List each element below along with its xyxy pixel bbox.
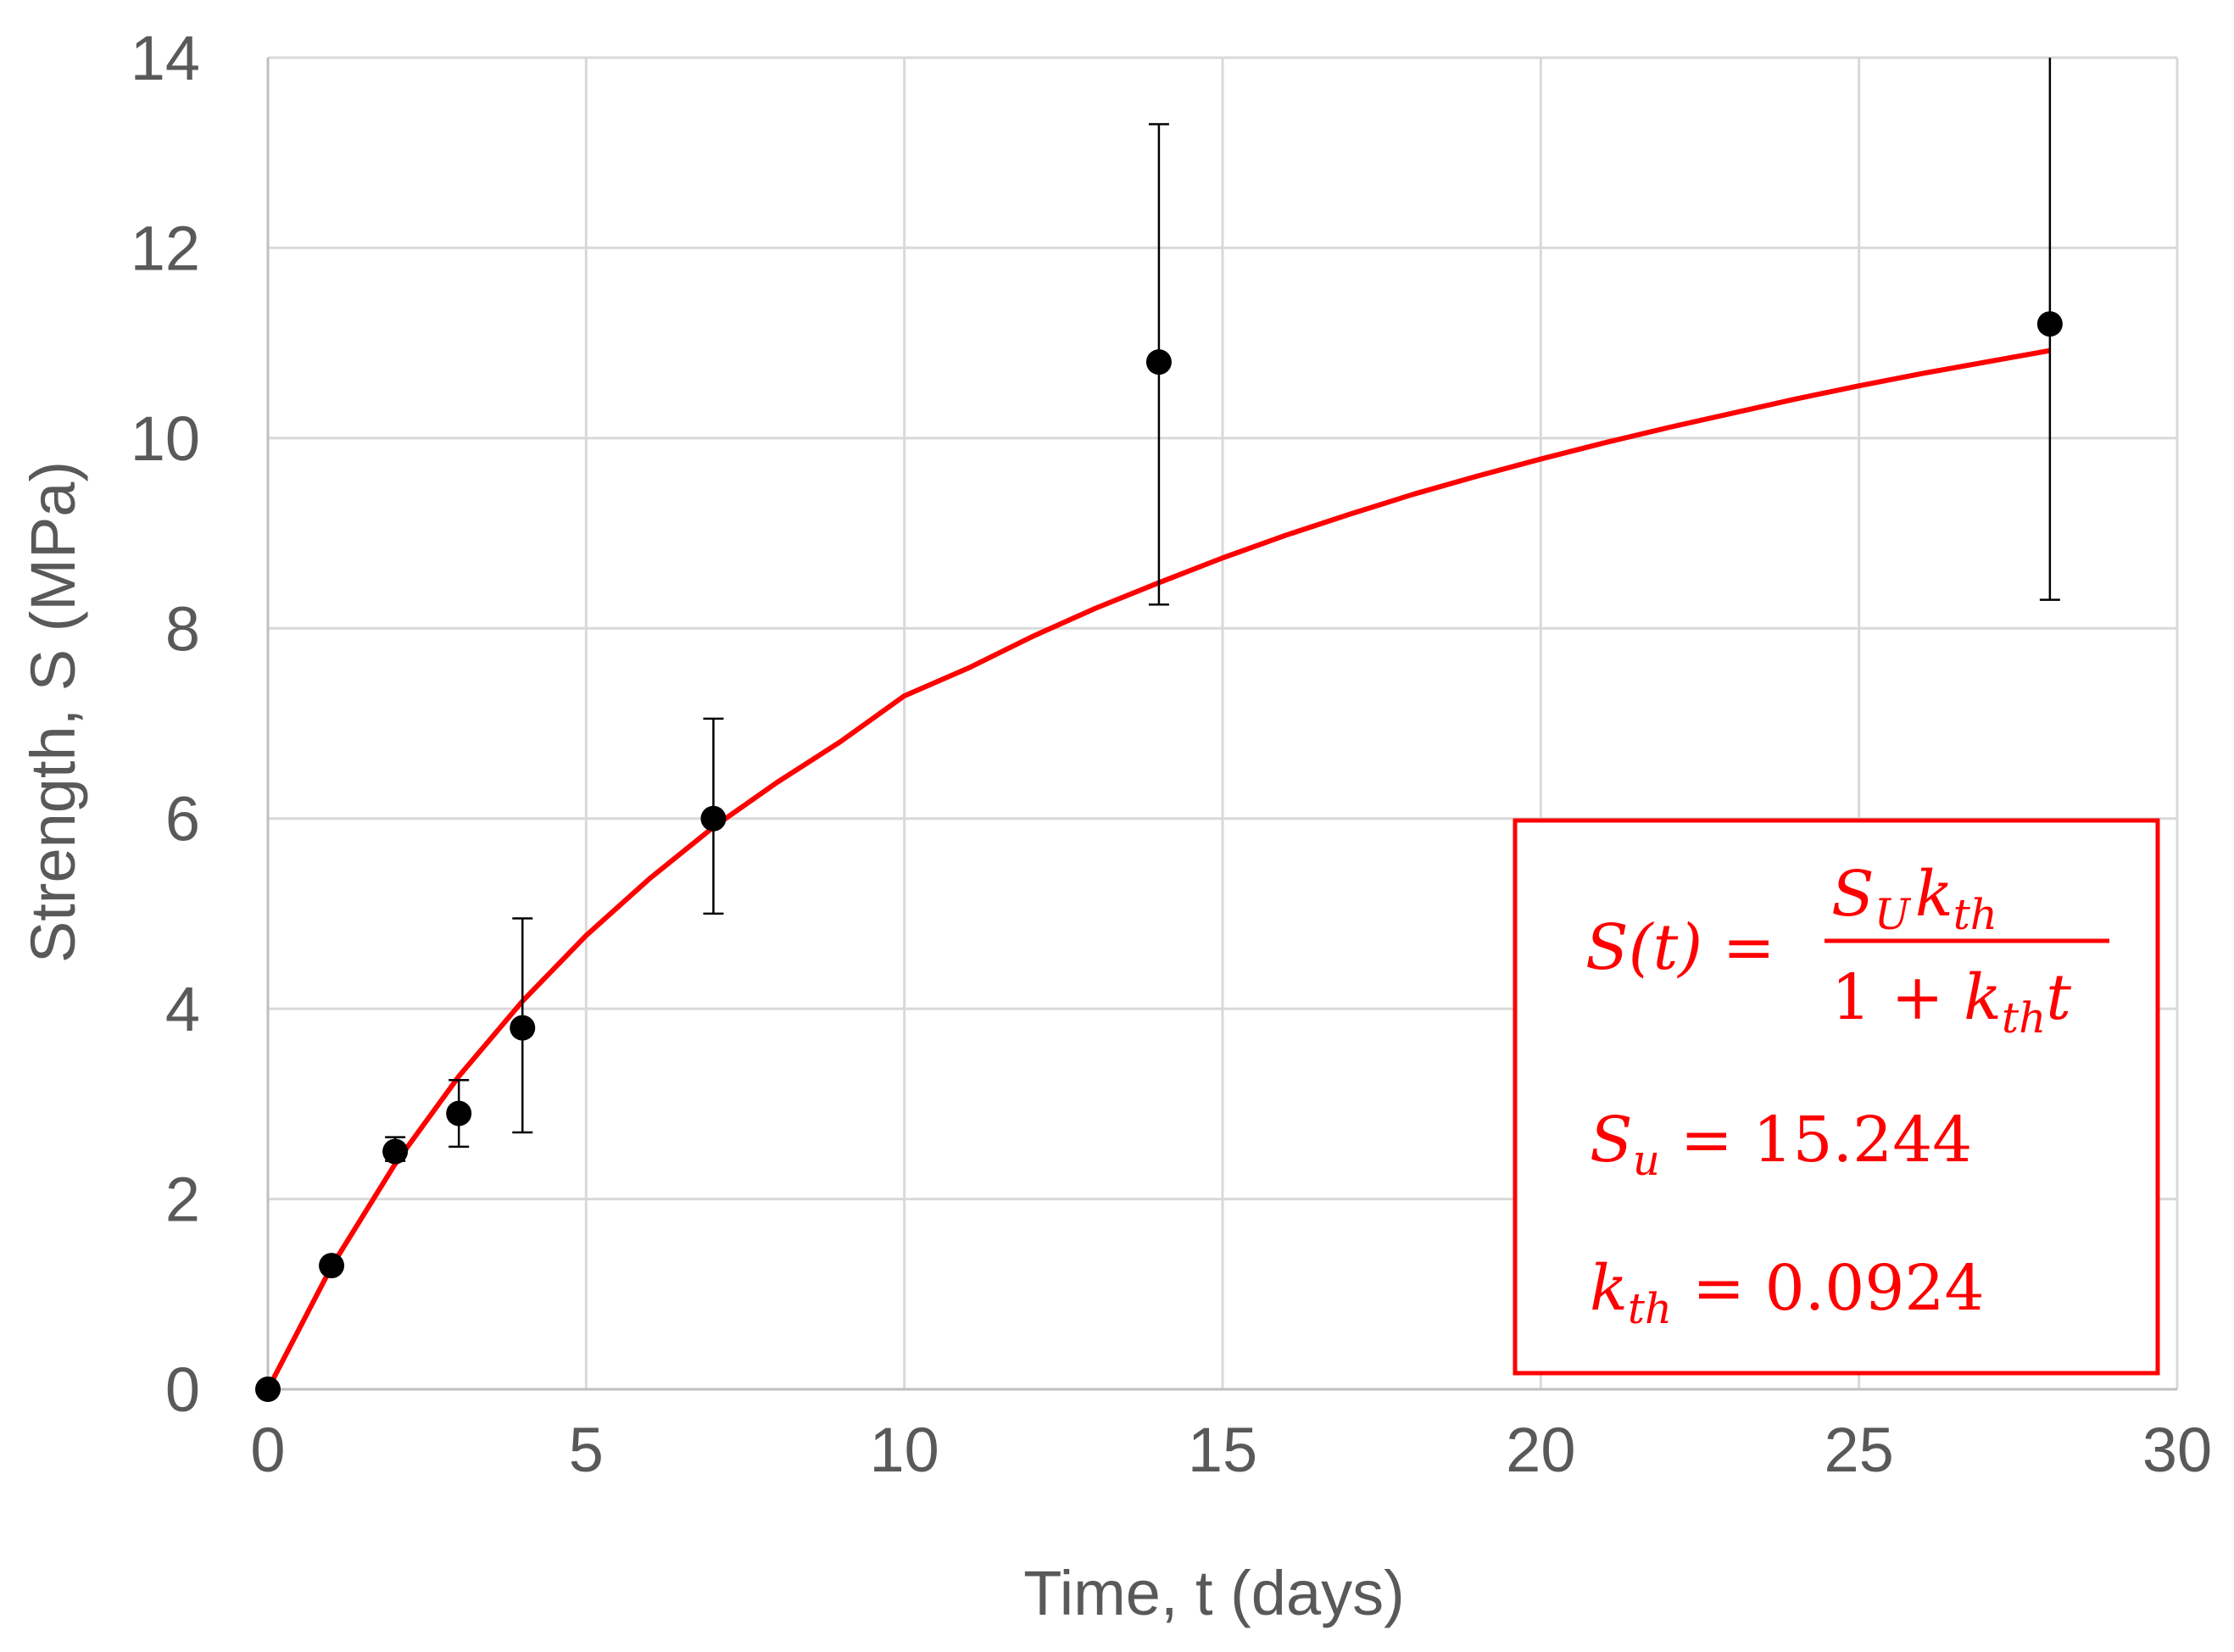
y-tick-label: 4 xyxy=(165,974,200,1044)
su-parameter: Su = 15.244 xyxy=(1590,1104,1972,1185)
formula-box: S(t) = SUkth 1 + ktht Su = 15.244 kth = 0.… xyxy=(1513,818,2160,1376)
data-point xyxy=(2036,311,2063,337)
axes xyxy=(266,58,2177,1391)
data-point xyxy=(700,805,727,832)
data-point xyxy=(382,1138,409,1165)
kth-parameter: kth = 0.0924 xyxy=(1590,1252,1985,1333)
data-point xyxy=(319,1253,345,1279)
x-axis-title: Time, t (days) xyxy=(1023,1558,1405,1628)
x-tick-label: 10 xyxy=(870,1415,939,1485)
data-point xyxy=(255,1377,281,1402)
formula-numerator: SUkth xyxy=(1831,858,1997,939)
x-tick-label: 20 xyxy=(1506,1415,1575,1485)
x-tick-label: 25 xyxy=(1825,1415,1894,1485)
y-tick-label: 0 xyxy=(165,1354,200,1425)
formula-denominator: 1 + ktht xyxy=(1831,961,2071,1043)
y-tick-label: 8 xyxy=(165,593,200,664)
tick-labels: 0 5 10 15 20 25 30 0 2 4 6 8 10 12 14 xyxy=(131,23,2212,1485)
x-tick-label: 5 xyxy=(569,1415,604,1485)
x-tick-label: 0 xyxy=(250,1415,285,1485)
y-axis-title: Strength, S (MPa) xyxy=(18,461,88,963)
x-tick-label: 15 xyxy=(1188,1415,1257,1485)
grid xyxy=(268,56,2179,1389)
model-formula: S(t) = SUkth 1 + ktht xyxy=(1585,858,2109,1043)
y-tick-label: 2 xyxy=(165,1165,200,1235)
data-point xyxy=(1145,349,1172,375)
formula-box-border xyxy=(1513,818,2160,1376)
x-tick-label: 30 xyxy=(2142,1415,2212,1485)
y-tick-label: 14 xyxy=(131,23,200,93)
y-tick-label: 6 xyxy=(165,784,200,854)
y-tick-label: 10 xyxy=(131,403,200,474)
y-tick-label: 12 xyxy=(131,213,200,283)
formula-lhs: S(t) = xyxy=(1585,911,1775,984)
data-point xyxy=(446,1100,472,1126)
data-point xyxy=(510,1015,536,1041)
data-points xyxy=(255,311,2063,1402)
